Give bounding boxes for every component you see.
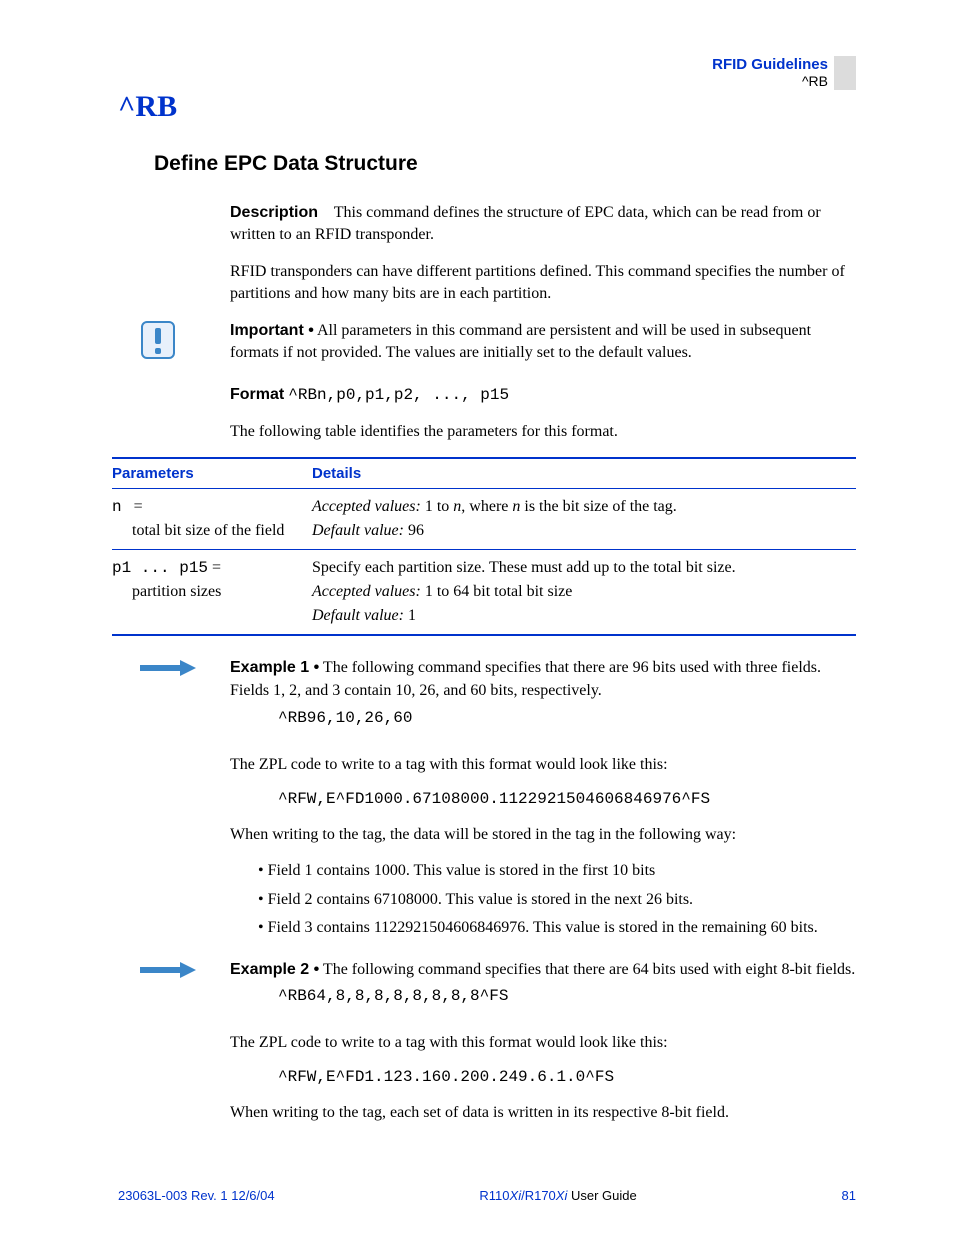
example-text: The following command specifies that the… — [230, 659, 821, 699]
page: RFID Guidelines ^RB ^RB Define EPC Data … — [0, 0, 954, 1179]
param-desc: total bit size of the field — [112, 519, 312, 543]
example-mid: The ZPL code to write to a tag with this… — [230, 754, 856, 776]
code-block: ^RFW,E^FD1.123.160.200.249.6.1.0^FS — [278, 1068, 856, 1086]
table-header-details: Details — [312, 458, 856, 489]
example-bullets: Field 1 contains 1000. This value is sto… — [258, 860, 856, 939]
example-mid: The ZPL code to write to a tag with this… — [230, 1032, 856, 1054]
header-bar-decoration — [834, 56, 856, 90]
footer-mid: R110Xi/R170Xi User Guide — [479, 1188, 636, 1203]
param-var: n — [112, 498, 122, 516]
important-icon — [140, 320, 176, 360]
body-column: Description This command defines the str… — [230, 202, 856, 306]
example-2: Example 2 • The following command specif… — [140, 958, 856, 1024]
example-text: The following command specifies that the… — [323, 961, 855, 978]
parameters-table: Parameters Details n = total bit size of… — [112, 457, 856, 636]
example-post: When writing to the tag, the data will b… — [230, 824, 856, 846]
important-label: Important • — [230, 322, 314, 339]
format-label: Format — [230, 386, 284, 403]
list-item: Field 3 contains 1122921504606846976. Th… — [258, 917, 856, 939]
para-2: RFID transponders can have different par… — [230, 261, 856, 306]
table-intro: The following table identifies the param… — [230, 421, 856, 443]
format-code: ^RBn,p0,p1,p2, ..., p15 — [288, 386, 509, 404]
example-1: Example 1 • The following command specif… — [140, 656, 856, 746]
command-title: ^RB — [118, 90, 856, 124]
description-label: Description — [230, 204, 318, 221]
description-para: Description This command defines the str… — [230, 202, 856, 247]
list-item: Field 2 contains 67108000. This value is… — [258, 889, 856, 911]
description-text: This command defines the structure of EP… — [230, 204, 821, 243]
code-block: ^RB64,8,8,8,8,8,8,8,8^FS — [278, 985, 856, 1008]
command-subtitle: Define EPC Data Structure — [154, 152, 856, 176]
footer-page: 81 — [842, 1188, 856, 1203]
header-command: ^RB — [712, 73, 828, 89]
example-label: Example 1 • — [230, 659, 319, 676]
parameters-table-wrap: Parameters Details n = total bit size of… — [112, 457, 856, 636]
page-header: RFID Guidelines ^RB — [118, 56, 856, 90]
param-desc: partition sizes — [112, 580, 312, 604]
code-block: ^RFW,E^FD1000.67108000.11229215046068469… — [278, 790, 856, 808]
header-section: RFID Guidelines — [712, 56, 828, 73]
list-item: Field 1 contains 1000. This value is sto… — [258, 860, 856, 882]
example-label: Example 2 • — [230, 961, 319, 978]
code-block: ^RB96,10,26,60 — [278, 707, 856, 730]
table-row: p1 ... p15 = partition sizes Specify eac… — [112, 550, 856, 636]
table-header-parameters: Parameters — [112, 458, 312, 489]
page-footer: 23063L-003 Rev. 1 12/6/04 R110Xi/R170Xi … — [118, 1188, 856, 1203]
footer-left: 23063L-003 Rev. 1 12/6/04 — [118, 1188, 275, 1203]
format-line: Format ^RBn,p0,p1,p2, ..., p15 — [230, 384, 856, 406]
example-post: When writing to the tag, each set of dat… — [230, 1102, 856, 1124]
arrow-icon — [140, 660, 196, 681]
important-note: Important • All parameters in this comma… — [140, 320, 856, 365]
param-var: p1 ... p15 — [112, 559, 208, 577]
important-text: All parameters in this command are persi… — [230, 322, 811, 361]
arrow-icon — [140, 962, 196, 983]
table-row: n = total bit size of the field Accepted… — [112, 489, 856, 550]
